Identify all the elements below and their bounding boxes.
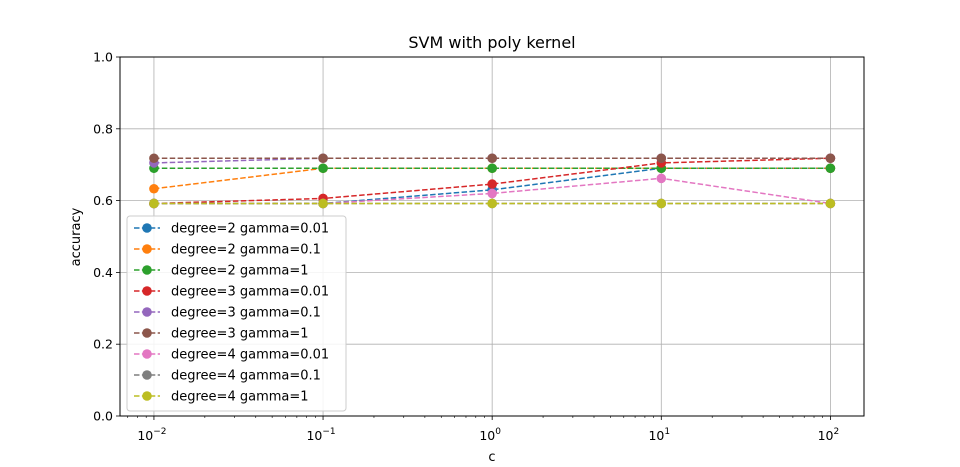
plot-frame: [119, 56, 865, 417]
y-tick-label: 0.2: [93, 337, 113, 352]
x-tick-base: 10: [137, 428, 153, 443]
legend-marker: [142, 307, 152, 317]
data-point: [149, 198, 159, 209]
series-layer: [149, 153, 836, 209]
x-tick-exp: −2: [153, 427, 166, 437]
legend-label: degree=3 gamma=0.1: [171, 306, 321, 321]
legend-item: degree=3 gamma=0.1: [134, 306, 321, 321]
legend-item: degree=4 gamma=0.1: [134, 369, 321, 384]
x-tick-base: 10: [479, 428, 495, 443]
data-point: [825, 198, 836, 209]
x-tick-label: 102: [818, 427, 840, 443]
y-tick-label: 0.0: [93, 409, 113, 424]
x-tick-base: 10: [648, 428, 664, 443]
x-tick-label: 10−1: [306, 427, 335, 443]
y-tick-label: 0.4: [93, 265, 113, 280]
legend-label: degree=2 gamma=0.01: [171, 222, 329, 237]
legend-label: degree=2 gamma=0.1: [171, 243, 321, 258]
legend-marker: [142, 349, 152, 359]
chart-title: SVM with poly kernel: [408, 33, 575, 52]
data-point: [318, 153, 328, 164]
data-point: [487, 153, 497, 164]
legend-label: degree=4 gamma=1: [171, 390, 309, 405]
data-point: [825, 163, 836, 174]
legend-item: degree=3 gamma=0.01: [134, 285, 329, 300]
legend-marker: [142, 391, 152, 401]
data-point: [149, 183, 159, 194]
x-tick-label: 101: [648, 427, 670, 443]
data-point: [825, 153, 836, 164]
x-tick-exp: −1: [322, 427, 335, 437]
legend-item: degree=2 gamma=0.1: [134, 243, 321, 258]
data-point: [487, 163, 497, 174]
x-tick-exp: 2: [833, 427, 839, 437]
data-point: [318, 163, 328, 174]
series-9: [149, 198, 836, 209]
legend-item: degree=2 gamma=0.01: [134, 222, 329, 237]
data-point: [656, 198, 667, 209]
legend-label: degree=3 gamma=0.01: [171, 285, 329, 300]
x-tick-base: 10: [306, 428, 322, 443]
legend-item: degree=2 gamma=1: [134, 264, 309, 279]
legend-label: degree=2 gamma=1: [171, 264, 309, 279]
data-point: [149, 153, 159, 164]
legend-label: degree=4 gamma=0.1: [171, 369, 321, 384]
y-axis-label: accuracy: [69, 207, 84, 266]
legend-label: degree=3 gamma=1: [171, 327, 309, 342]
y-tick-label: 0.6: [93, 193, 113, 208]
legend-item: degree=4 gamma=0.01: [134, 348, 329, 363]
data-point: [487, 179, 497, 189]
legend-marker: [142, 370, 152, 380]
data-point: [318, 198, 328, 209]
axis-ticks: 0.00.20.40.60.81.010−2 10−1 100 101 102: [93, 50, 839, 444]
legend-marker: [142, 265, 152, 275]
data-point: [487, 198, 497, 209]
legend: degree=2 gamma=0.01 degree=2 gamma=0.1 deg…: [126, 215, 347, 412]
legend-marker: [142, 223, 152, 233]
legend-marker: [142, 328, 152, 338]
legend-marker: [142, 244, 152, 254]
y-tick-label: 0.8: [93, 121, 113, 136]
series-line: [153, 157, 831, 205]
legend-item: degree=4 gamma=1: [134, 390, 309, 405]
legend-box: [126, 215, 347, 412]
x-tick-label: 10−2: [137, 427, 166, 443]
series-6: [149, 153, 836, 164]
x-tick-exp: 1: [664, 427, 670, 437]
legend-item: degree=3 gamma=1: [134, 327, 309, 342]
legend-marker: [142, 286, 152, 296]
x-tick-exp: 0: [495, 427, 501, 437]
data-point: [656, 153, 667, 164]
data-point: [487, 188, 497, 199]
y-tick-label: 1.0: [93, 50, 113, 65]
x-tick-label: 100: [479, 427, 501, 443]
series-3: [149, 163, 836, 174]
data-point: [656, 173, 667, 184]
x-axis-label: c: [488, 450, 495, 465]
legend-label: degree=4 gamma=0.01: [171, 348, 329, 363]
x-tick-base: 10: [818, 428, 834, 443]
